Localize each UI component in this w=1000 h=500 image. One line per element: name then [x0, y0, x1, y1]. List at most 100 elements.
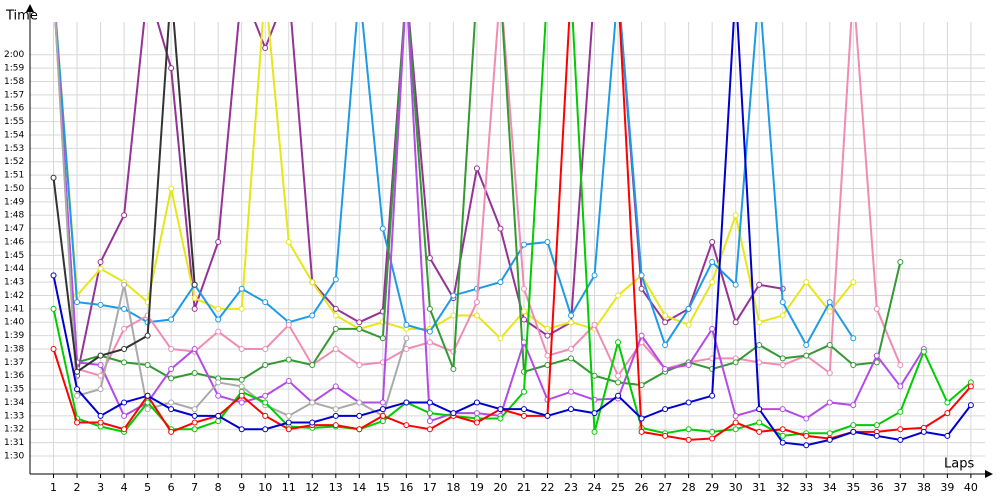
y-arrow	[26, 4, 34, 12]
y-tick-label: 1:54	[4, 130, 24, 140]
lap-point	[50, 272, 57, 279]
x-tick-label: 24	[588, 481, 602, 494]
y-tick-label: 1:33	[4, 411, 24, 421]
lap-point	[638, 285, 645, 292]
y-tick-label: 1:41	[4, 304, 24, 314]
lap-point	[262, 426, 269, 433]
y-tick-label: 1:31	[4, 438, 24, 448]
lap-point	[756, 341, 763, 348]
lap-point	[379, 399, 386, 406]
lap-point	[709, 259, 716, 266]
lap-point	[285, 419, 292, 426]
series-line	[52, 22, 972, 447]
x-tick-label: 35	[846, 481, 860, 494]
lap-point	[568, 319, 575, 326]
lap-point	[591, 428, 598, 435]
y-tick-label: 1:56	[4, 104, 24, 114]
lap-point	[615, 372, 622, 379]
lap-point	[215, 316, 222, 323]
lap-point	[615, 339, 622, 346]
lap-point	[920, 348, 927, 355]
x-tick-label: 34	[823, 481, 837, 494]
lap-point	[309, 419, 316, 426]
lap-point	[121, 399, 128, 406]
lap-point	[944, 410, 951, 417]
lap-point	[191, 281, 198, 288]
x-tick-label: 8	[215, 481, 222, 494]
y-tick-label: 1:45	[4, 251, 24, 261]
lap-point	[144, 362, 151, 369]
lap-point	[144, 332, 151, 339]
lap-point	[897, 259, 904, 266]
x-tick-label: 6	[168, 481, 175, 494]
lap-point	[638, 428, 645, 435]
y-tick-label: 1:35	[4, 385, 24, 395]
lap-point	[144, 392, 151, 399]
lap-point	[309, 279, 316, 286]
lap-point	[238, 376, 245, 383]
lap-point	[238, 305, 245, 312]
lap-point	[520, 241, 527, 248]
lap-point	[379, 335, 386, 342]
lap-point	[332, 305, 339, 312]
y-tick-label: 1:42	[4, 291, 24, 301]
lap-point	[168, 366, 175, 373]
lap-point	[97, 362, 104, 369]
lap-point	[850, 402, 857, 409]
lap-point	[426, 255, 433, 262]
x-tick-label: 15	[376, 481, 390, 494]
y-tick-label: 1:39	[4, 331, 24, 341]
lap-point	[850, 335, 857, 342]
lap-point	[168, 65, 175, 72]
lap-point	[262, 345, 269, 352]
lap-point	[662, 432, 669, 439]
lap-point	[426, 426, 433, 433]
lap-point	[426, 339, 433, 346]
x-tick-label: 25	[611, 481, 625, 494]
lap-point	[121, 426, 128, 433]
lap-point	[450, 292, 457, 299]
lap-point	[332, 383, 339, 390]
lap-point	[568, 345, 575, 352]
y-tick-label: 1:43	[4, 278, 24, 288]
lap-point	[121, 345, 128, 352]
lap-point	[473, 312, 480, 319]
lap-point	[121, 325, 128, 332]
lap-point	[756, 406, 763, 413]
lap-point	[50, 174, 57, 181]
lap-point	[403, 422, 410, 429]
lap-point	[544, 352, 551, 359]
lap-point	[285, 238, 292, 245]
lap-point	[709, 279, 716, 286]
lap-point	[897, 436, 904, 443]
lap-point	[144, 406, 151, 413]
lap-point	[873, 432, 880, 439]
lap-point	[826, 436, 833, 443]
lap-point	[756, 319, 763, 326]
y-tick-label: 1:53	[4, 144, 24, 154]
lap-point	[779, 432, 786, 439]
lap-point	[238, 392, 245, 399]
lap-point	[520, 308, 527, 315]
y-tick-label: 1:46	[4, 237, 24, 247]
lap-point	[238, 399, 245, 406]
lap-point	[238, 345, 245, 352]
lap-point	[473, 419, 480, 426]
lap-point	[850, 428, 857, 435]
x-tick-label: 38	[917, 481, 931, 494]
lap-point	[732, 412, 739, 419]
lap-point	[473, 165, 480, 172]
lap-point	[803, 415, 810, 422]
x-tick-label: 10	[258, 481, 272, 494]
x-tick-label: 21	[517, 481, 531, 494]
lap-point	[662, 341, 669, 348]
lap-point	[638, 332, 645, 339]
x-tick-label: 4	[121, 481, 128, 494]
lap-point	[732, 281, 739, 288]
lap-point	[662, 366, 669, 373]
x-tick-label: 27	[658, 481, 672, 494]
lap-point	[685, 426, 692, 433]
lap-point	[121, 212, 128, 219]
lap-point	[568, 355, 575, 362]
